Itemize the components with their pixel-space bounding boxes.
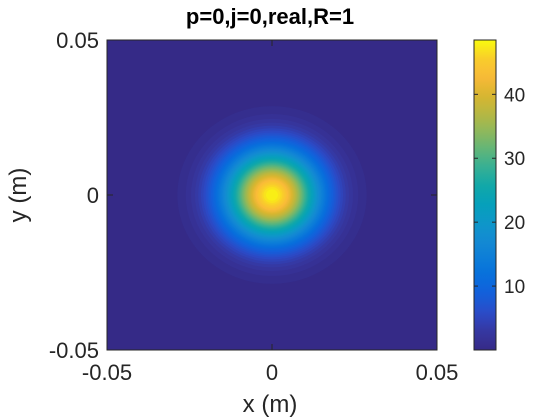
y-tick-label: 0 (87, 183, 99, 208)
y-tick-label: -0.05 (49, 338, 99, 363)
colorbar-ticks: 10 20 30 40 (474, 85, 525, 298)
x-axis-label: x (m) (243, 391, 298, 418)
x-tick-label: 0 (266, 360, 278, 385)
y-axis-label: y (m) (5, 168, 32, 223)
x-axis: -0.05 0 0.05 (82, 40, 458, 385)
colorbar-frame (473, 39, 497, 351)
y-tick-label: 0.05 (56, 28, 99, 53)
colorbar-tick-label: 30 (504, 149, 525, 170)
colorbar-tick-label: 40 (504, 85, 525, 106)
heatmap-contour (265, 189, 279, 201)
chart-title: p=0,j=0,real,R=1 (186, 4, 354, 29)
x-tick-label: 0.05 (416, 360, 459, 385)
y-axis: -0.05 0 0.05 (49, 28, 437, 363)
colorbar (474, 40, 496, 350)
x-tick-label: -0.05 (82, 360, 132, 385)
colorbar-tick-label: 10 (504, 277, 525, 298)
heatmap-plot (107, 40, 437, 350)
colorbar-tick-label: 20 (504, 213, 525, 234)
